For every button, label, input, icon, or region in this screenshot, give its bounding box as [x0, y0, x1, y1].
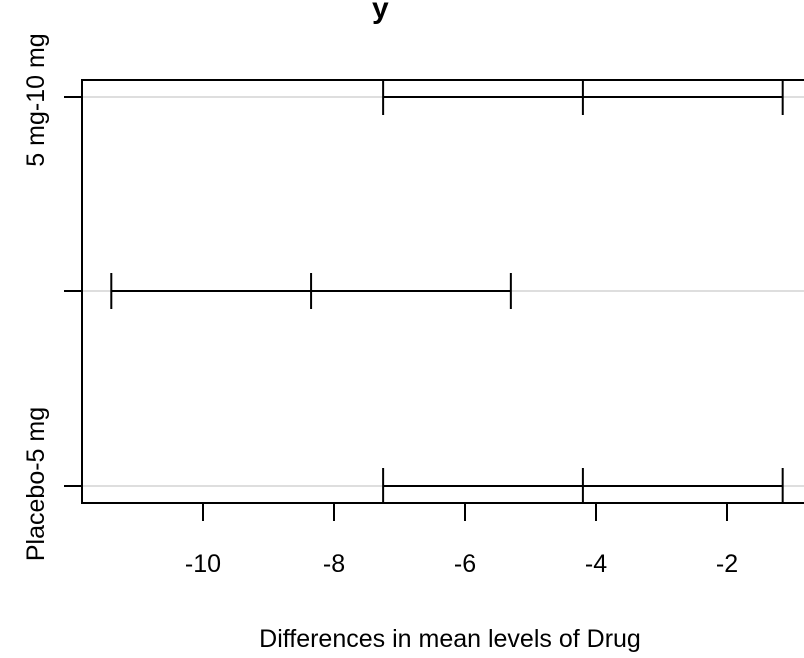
- x-tick-label-5: -2: [716, 550, 738, 578]
- x-tick-label-2: -8: [323, 550, 345, 578]
- x-tick-label-1: -10: [185, 550, 221, 578]
- y-tick-label-1: 5 mg-10 mg: [22, 33, 50, 166]
- x-tick-label-4: -4: [585, 550, 607, 578]
- y-tick-label-3: Placebo-5 mg: [22, 407, 50, 561]
- chart-title-fragment: y: [372, 0, 389, 25]
- x-axis: -10 -8 -6 -4 -2: [185, 503, 738, 578]
- intervals: [110, 79, 784, 504]
- x-axis-title: Differences in mean levels of Drug: [259, 625, 641, 653]
- y-axis: 5 mg-10 mg Placebo-5 mg: [22, 33, 82, 561]
- x-tick-label-3: -6: [454, 550, 476, 578]
